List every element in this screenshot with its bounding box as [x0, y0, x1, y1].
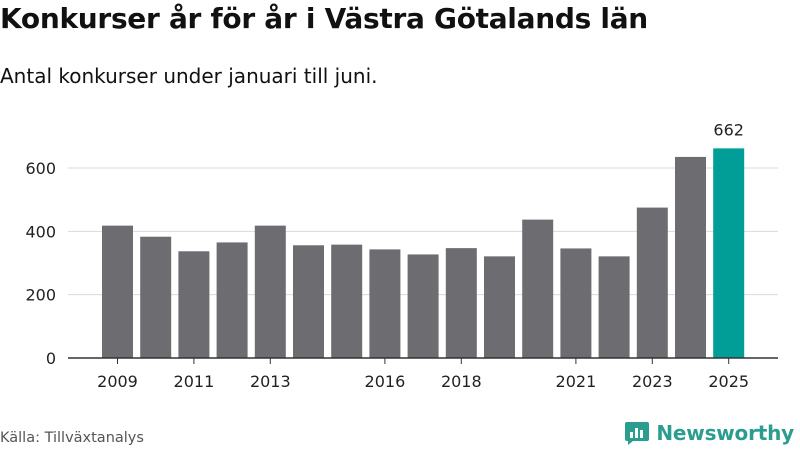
- bar-2011: [178, 251, 210, 358]
- x-tick-label: 2025: [708, 372, 749, 391]
- brand-logo: Newsworthy: [624, 420, 794, 446]
- y-tick-label: 400: [25, 222, 56, 241]
- bar-2023: [636, 207, 668, 358]
- y-tick-label: 200: [25, 286, 56, 305]
- bar-2020: [522, 219, 554, 358]
- brand-name: Newsworthy: [656, 421, 794, 445]
- bar-2024: [675, 156, 706, 358]
- bars: [102, 148, 745, 358]
- chart-subtitle: Antal konkurser under januari till juni.: [0, 64, 378, 88]
- bar-2018: [445, 248, 477, 358]
- bar-2019: [484, 256, 515, 358]
- y-tick-label: 0: [46, 349, 56, 368]
- axes: [68, 357, 778, 364]
- data-label: 662: [713, 120, 744, 139]
- bar-chart: 0 200 400 600 2009 2011 2013 2016 2018 2021 2023 20…: [25, 120, 778, 391]
- bar-2021: [560, 248, 592, 358]
- x-tick-label: 2021: [556, 372, 597, 391]
- x-tick-label: 2018: [441, 372, 482, 391]
- bar-2013: [254, 225, 286, 358]
- bar-2017: [407, 254, 439, 358]
- x-tick-label: 2013: [250, 372, 291, 391]
- bar-2014: [293, 245, 324, 358]
- x-tick-label: 2009: [97, 372, 138, 391]
- bar-2016: [369, 249, 401, 358]
- chart-title: Konkurser år för år i Västra Götalands l…: [0, 2, 648, 35]
- bar-2015: [331, 244, 363, 358]
- bar-2022: [598, 256, 630, 358]
- y-tick-label: 600: [25, 159, 56, 178]
- x-tick-label: 2011: [174, 372, 215, 391]
- x-tick-label: 2016: [365, 372, 406, 391]
- x-tick-label: 2023: [632, 372, 673, 391]
- source-note: Källa: Tillväxtanalys: [0, 430, 144, 446]
- bar-2010: [140, 236, 172, 358]
- chat-bubble-bar-chart-icon: [625, 422, 650, 445]
- bar-2025: [713, 148, 745, 358]
- bar-2012: [216, 242, 248, 358]
- labels: 0 200 400 600 2009 2011 2013 2016 2018 2021 2023 20…: [25, 120, 749, 391]
- bar-2009: [102, 225, 133, 358]
